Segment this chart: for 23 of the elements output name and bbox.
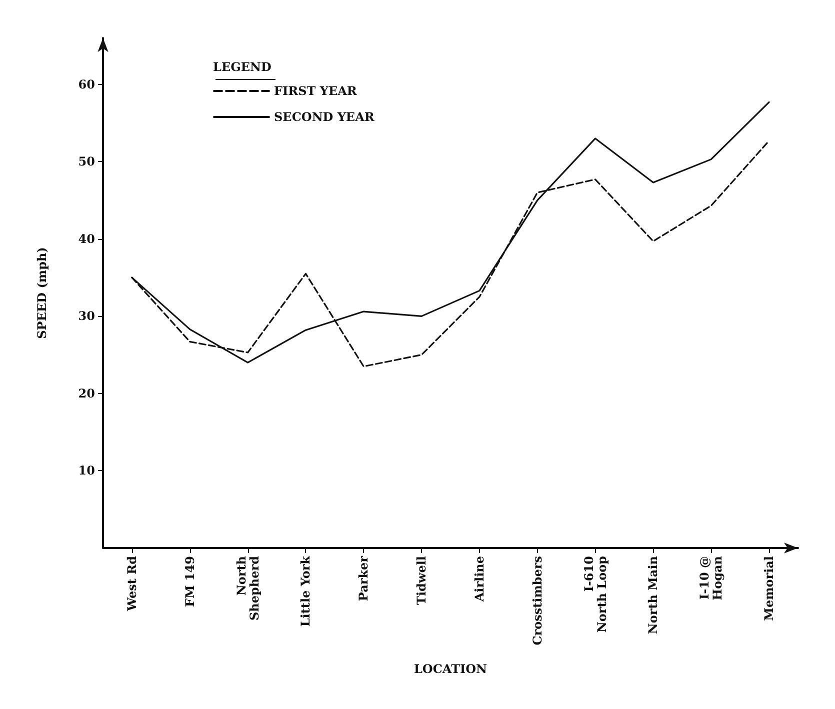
- x-tick-label: Little York: [298, 555, 313, 627]
- x-tick-label: Crosstimbers: [530, 556, 544, 646]
- y-tick-label: 50: [78, 154, 95, 169]
- x-tick-label: Airline: [472, 556, 486, 603]
- y-tick-label: 40: [78, 232, 95, 246]
- legend-label: FIRST YEAR: [274, 84, 358, 98]
- x-tick-label: West Rd: [124, 555, 139, 612]
- x-tick-label: I-610 North Loop: [582, 556, 609, 633]
- x-tick-label: Parker: [356, 555, 371, 602]
- y-tick-label: 60: [78, 77, 95, 92]
- x-tick-label: FM 149: [182, 556, 197, 608]
- x-tick-label: North Main: [646, 556, 660, 634]
- y-tick-label: 10: [78, 464, 95, 478]
- x-tick-label: North Shepherd: [234, 555, 262, 620]
- legend-label: SECOND YEAR: [274, 110, 376, 124]
- x-tick-label: I-10 @ Hogan: [698, 556, 725, 600]
- y-tick-label: 30: [78, 309, 95, 324]
- x-axis-title: LOCATION: [414, 662, 488, 676]
- x-tick-label: Memorial: [762, 556, 776, 621]
- y-tick-label: 20: [78, 386, 95, 400]
- legend-title: LEGEND: [213, 60, 272, 74]
- x-tick-label: Tidwell: [414, 556, 429, 605]
- y-axis-title: SPEED (mph): [35, 247, 49, 339]
